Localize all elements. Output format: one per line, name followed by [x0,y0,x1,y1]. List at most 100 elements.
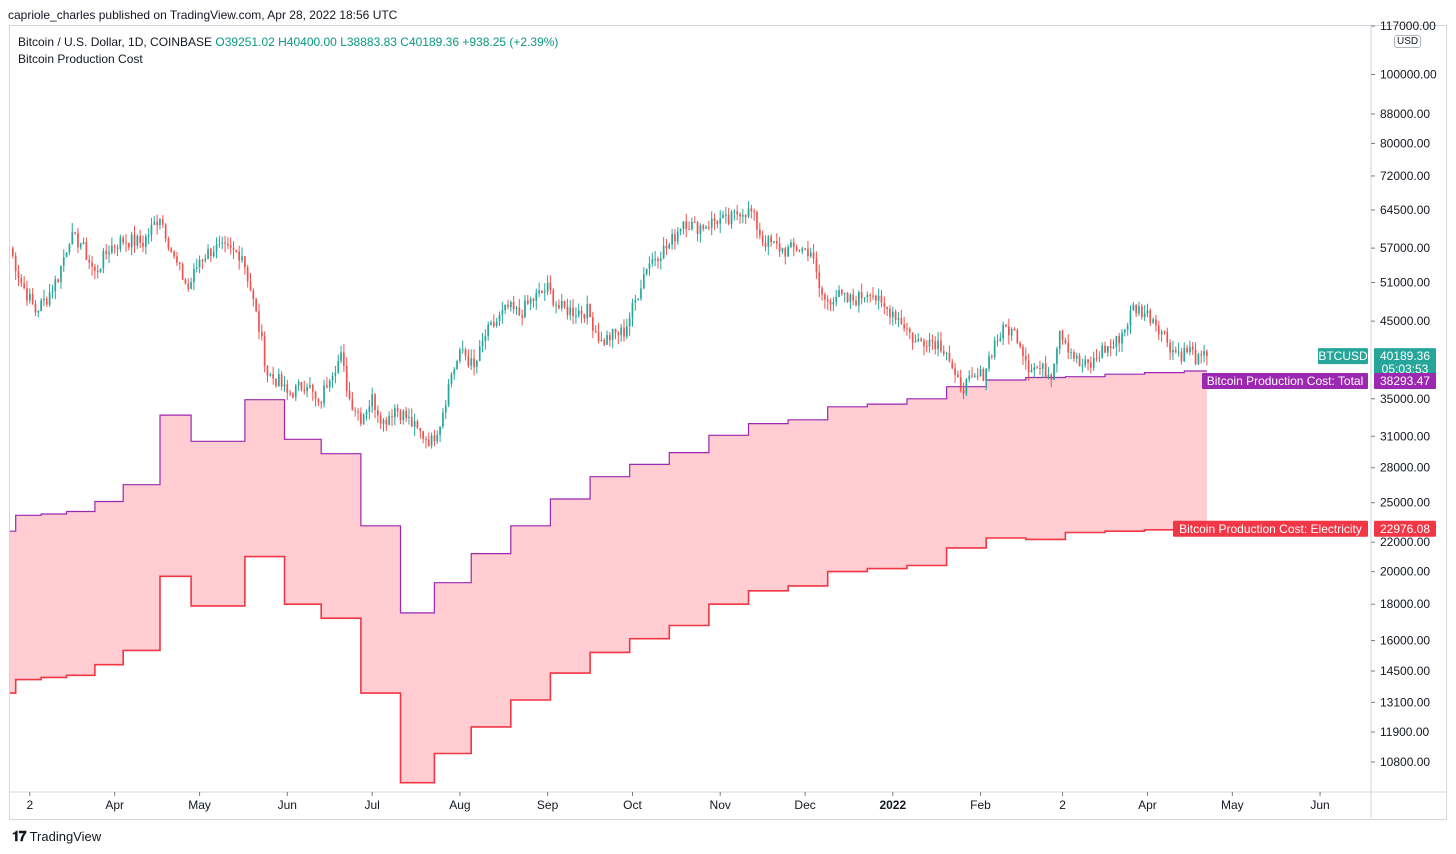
candle-body [532,298,535,301]
candle-body [31,293,34,304]
candle-body [609,335,611,340]
candle-body [224,242,226,244]
candle-body [391,416,393,418]
price-tick-label: 35000.00 [1380,392,1430,406]
tradingview-brand: TradingView [29,829,102,844]
candle-body [1073,352,1075,359]
ohlc-open: O39251.02 [215,35,275,49]
candle-body [1206,351,1208,357]
candle-body [1053,363,1055,380]
candle-body [405,410,407,418]
candle-body [518,307,521,316]
candle-body [215,244,218,252]
candle-body [456,361,458,370]
candle-body [71,232,74,245]
candle-body [798,250,801,252]
total-cost-line [10,370,1207,614]
candle-body [1135,304,1137,314]
published-header: capriole_charles published on TradingVie… [8,8,398,22]
candle-body [1022,346,1024,357]
candle-body [1155,319,1157,326]
candle-body [875,295,877,301]
currency-selector[interactable]: USD [1394,35,1422,48]
candle-body [413,421,416,427]
candle-body [722,215,724,219]
candle-body [258,311,260,332]
candle-body [835,296,838,302]
candle-body [826,299,829,302]
last-price-symbol-bg [1318,348,1368,365]
candle-body [94,266,96,271]
time-axis: 2 Apr May Jun Jul Aug Sep Oct Nov Dec 2022 Feb 2 Apr M… [10,791,1446,812]
tradingview-footer[interactable]: 𝟏𝟕 TradingView [12,828,101,845]
candle-body [529,298,532,304]
candle-body [832,302,835,305]
candle-body [560,300,563,309]
candle-body [1044,363,1047,378]
time-tick-label: Jul [365,798,380,812]
candle-body [328,380,331,388]
candle-body [377,410,379,416]
candle-body [207,248,209,259]
candle-body [323,385,325,404]
chart-legend: Bitcoin / U.S. Dollar, 1D, COINBASE O392… [18,34,558,68]
ohlc-low: L38883.83 [340,35,397,49]
candle-body [476,360,478,367]
candle-body [167,238,170,249]
candle-body [1157,325,1160,335]
candle-body [467,356,470,366]
candle-body [280,374,283,387]
candle-body [422,431,424,439]
candle-body [111,245,113,253]
candle-body [1008,326,1010,336]
candle-body [838,290,840,297]
candle-body [580,310,583,314]
candle-body [430,435,433,446]
candle-body [170,248,173,252]
candle-body [804,248,806,250]
candle-body [1002,324,1004,339]
candle-body [541,290,543,293]
candle-body [1039,367,1041,369]
candle-body [611,329,614,341]
candle-body [1075,355,1078,359]
candle-body [507,304,509,307]
candle-body [147,235,150,237]
candle-body [1095,357,1098,359]
candle-body [719,218,722,224]
candle-body [976,375,979,377]
candle-body [453,369,456,375]
candle-body [68,244,71,253]
candle-body [524,300,526,318]
candle-body [809,252,812,257]
candle-body [232,247,235,250]
candle-body [433,435,436,442]
candle-body [572,307,574,317]
candle-body [193,268,195,283]
symbol-name: Bitcoin / U.S. Dollar, 1D, COINBASE [18,35,213,49]
total-cost-name-label-text: Bitcoin Production Cost: Total [1207,374,1364,388]
candle-body [736,211,738,215]
candle-body [934,341,937,350]
candle-body [855,300,857,306]
candle-body [705,227,707,229]
candle-body [1047,374,1050,378]
candle-body [942,351,945,354]
candle-body [1058,330,1061,349]
candle-body [128,242,130,248]
time-tick-label: Oct [623,798,642,812]
price-tick-label: 51000.00 [1380,275,1430,289]
candle-body [988,356,990,369]
candle-body [125,242,127,244]
candle-body [753,211,755,213]
price-tick-label: 10800.00 [1380,755,1430,769]
candle-body [555,305,557,306]
candle-body [1024,356,1027,361]
price-tick-label: 80000.00 [1380,136,1430,150]
candle-body [145,236,147,247]
candle-body [841,290,843,295]
candle-body [442,412,444,427]
candle-body [269,374,272,376]
candle-body [790,242,792,247]
